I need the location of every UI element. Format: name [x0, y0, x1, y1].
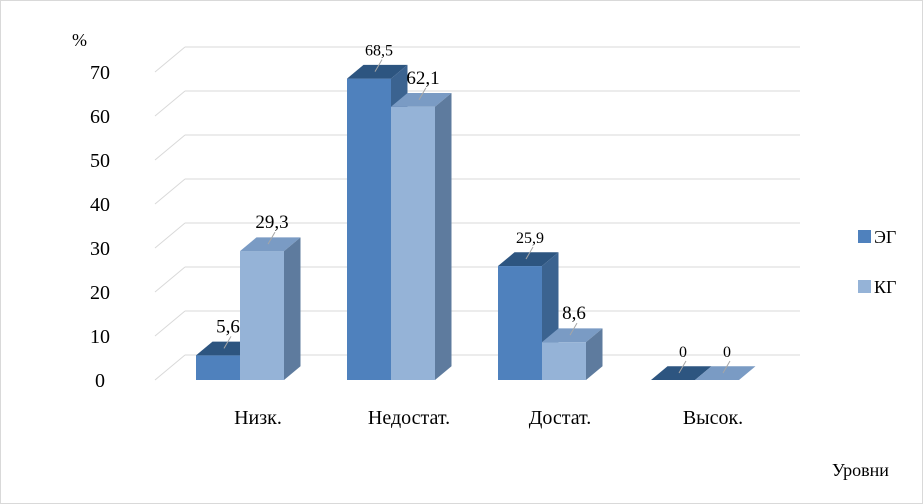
bar-front: [542, 342, 586, 380]
category-label: Высок.: [683, 407, 743, 429]
y-tick-label: 20: [90, 282, 110, 304]
x-axis-title: Уровни: [832, 460, 889, 480]
category-labels: Низк. Недостат. Достат. Высок.: [234, 407, 743, 429]
bar-top: [542, 328, 603, 343]
y-tick-label: 30: [90, 238, 110, 260]
legend-label-eg: ЭГ: [874, 227, 896, 247]
label-leader: [267, 231, 276, 245]
data-label: 25,9: [516, 230, 544, 247]
bar-side: [284, 237, 301, 380]
bars: [196, 64, 756, 380]
bar-side: [586, 328, 603, 380]
bar-top: [391, 93, 452, 107]
label-leader: [418, 87, 427, 101]
legend: ЭГ КГ: [858, 227, 896, 297]
bar-top: [498, 252, 559, 267]
bar-front: [391, 106, 435, 380]
gridline-diagonal: [154, 46, 186, 73]
bar-eg-2: [498, 252, 559, 380]
gridline-diagonal: [154, 310, 186, 337]
bar-kg-3: [695, 366, 756, 380]
legend-swatch-kg: [858, 280, 871, 293]
bar-front: [240, 251, 284, 380]
y-tick-labels: 0 10 20 30 40 50 60 70: [90, 62, 110, 392]
bar-kg-2: [542, 328, 603, 380]
bar-kg-0: [240, 237, 301, 380]
label-leader: [525, 246, 534, 260]
label-leader: [678, 360, 687, 374]
gridline-diagonal: [154, 354, 186, 381]
gridline-diagonal: [154, 90, 186, 117]
bar-top: [651, 366, 712, 380]
y-axis-title: %: [72, 30, 87, 50]
y-tick-label: 10: [90, 326, 110, 348]
bar-top: [347, 64, 408, 79]
data-label: 0: [723, 344, 731, 361]
legend-swatch-eg: [858, 230, 871, 243]
y-tick-label: 60: [90, 106, 110, 128]
category-label: Недостат.: [368, 407, 450, 429]
gridline-diagonal: [154, 266, 186, 293]
legend-label-kg: КГ: [874, 277, 896, 297]
y-tick-label: 0: [95, 370, 105, 392]
bar-front: [196, 355, 240, 380]
bar-kg-1: [391, 93, 452, 380]
gridline-diagonal: [154, 134, 186, 161]
data-label: 0: [679, 344, 687, 361]
label-leader: [374, 59, 383, 72]
y-tick-label: 50: [90, 150, 110, 172]
gridline-diagonal: [154, 178, 186, 205]
label-leader: [223, 336, 232, 349]
label-leader: [722, 360, 731, 374]
category-label: Достат.: [529, 407, 592, 429]
data-label: 8,6: [562, 303, 586, 324]
data-label: 68,5: [365, 43, 393, 60]
category-label: Низк.: [234, 407, 282, 429]
label-leader: [569, 322, 578, 336]
bar-front: [498, 266, 542, 380]
bar-top: [695, 366, 756, 380]
data-label: 5,6: [216, 316, 240, 337]
bar-front: [347, 78, 391, 380]
y-tick-label: 40: [90, 194, 110, 216]
data-label: 29,3: [255, 212, 288, 233]
bar-eg-3: [651, 366, 712, 380]
gridline-diagonal: [154, 222, 186, 249]
bar-top: [240, 237, 301, 252]
bar-side: [435, 93, 452, 380]
y-tick-label: 70: [90, 62, 110, 84]
data-label: 62,1: [406, 68, 439, 89]
data-labels: 5,6 29,3 68,5 62,1 25,9 8,6 0 0: [216, 43, 731, 374]
